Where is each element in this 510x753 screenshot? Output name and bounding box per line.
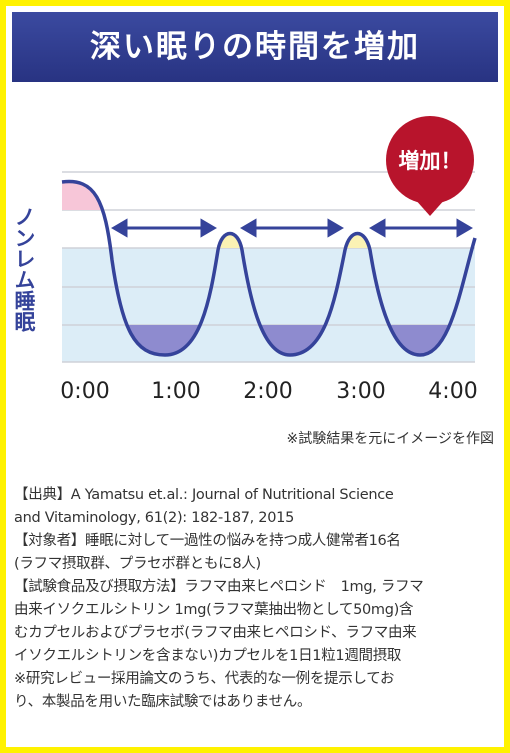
source-line: 【試験食品及び摂取方法】ラフマ由来ヒペロシド 1mg, ラフマ [14,579,424,595]
x-tick-label: 0:00 [60,379,109,404]
source-line: り、本製品を用いた臨床試験ではありません。 [14,694,312,710]
source-line: ※研究レビュー採用論文のうち、代表的な一例を提示してお [14,671,395,687]
y-label: ノンレム睡眠 [12,206,36,333]
source-line: むカプセルおよびプラセボ(ラフマ由来ヒペロシド、ラフマ由来 [14,625,417,641]
source-line: 【対象者】睡眠に対して一過性の悩みを持つ成人健常者16名 [14,533,401,549]
x-tick-label: 4:00 [428,379,477,404]
sleep-curve [61,179,477,357]
x-tick-label: 3:00 [336,379,385,404]
badge: 増加！ [386,116,474,216]
source-line: 由来イソクエルシトリン 1mg(ラフマ葉抽出物として50mg)含 [14,602,414,618]
source: 【出典】A Yamatsu et.al.: Journal of Nutriti… [14,484,504,714]
note: ※試験結果を元にイメージを作図 [287,431,494,447]
title-banner: 深い眠りの時間を増加 [12,12,498,82]
source-line: (ラフマ摂取群、プラセボ群ともに8人) [14,556,261,572]
source-line: イソクエルシトリンを含まない)カプセルを1日1粒1週間摂取 [14,648,402,664]
source-line: and Vitaminology, 61(2): 182-187, 2015 [14,510,294,526]
badge-text: 増加！ [399,149,462,173]
x-tick-label: 1:00 [151,379,200,404]
x-tick-label: 2:00 [243,379,292,404]
diagram: 増加！ ノンレム睡眠 0:00 1:00 2:00 3:00 4:00 ※試験結果を元に… [12,116,494,447]
arrows [111,218,473,238]
source-line: 【出典】A Yamatsu et.al.: Journal of Nutriti… [14,487,394,503]
